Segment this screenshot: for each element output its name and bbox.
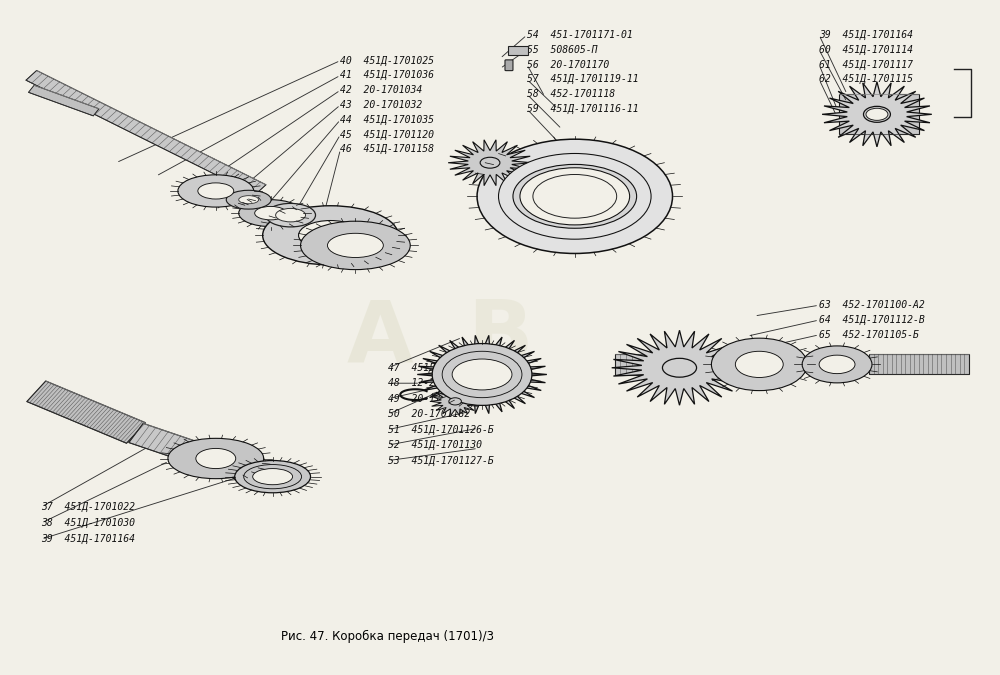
Text: 45  451Д-1701120: 45 451Д-1701120 bbox=[340, 130, 434, 140]
Text: 62  451Д-1701115: 62 451Д-1701115 bbox=[819, 74, 913, 84]
Text: 39  451Д-1701164: 39 451Д-1701164 bbox=[41, 534, 135, 544]
Ellipse shape bbox=[263, 206, 398, 265]
Text: 57  451Д-1701119-11: 57 451Д-1701119-11 bbox=[527, 74, 639, 84]
Text: 49  20-1701183: 49 20-1701183 bbox=[388, 394, 471, 404]
Text: Рис. 47. Коробка передач (1701)/3: Рис. 47. Коробка передач (1701)/3 bbox=[281, 630, 494, 643]
Text: 47  451Д-1701122: 47 451Д-1701122 bbox=[388, 362, 482, 373]
Text: 61  451Д-1701117: 61 451Д-1701117 bbox=[819, 59, 913, 70]
Text: 64  451Д-1701112-В: 64 451Д-1701112-В bbox=[819, 315, 925, 325]
Text: 38  451Д-1701030: 38 451Д-1701030 bbox=[41, 518, 135, 528]
Ellipse shape bbox=[432, 344, 532, 406]
Ellipse shape bbox=[662, 358, 697, 377]
Ellipse shape bbox=[198, 183, 234, 199]
Ellipse shape bbox=[196, 448, 236, 468]
Text: 60  451Д-1701114: 60 451Д-1701114 bbox=[819, 45, 913, 55]
Ellipse shape bbox=[168, 438, 264, 479]
Ellipse shape bbox=[226, 190, 271, 209]
Polygon shape bbox=[28, 85, 99, 116]
Text: 54  451-1701171-01: 54 451-1701171-01 bbox=[527, 30, 633, 40]
Polygon shape bbox=[448, 140, 532, 186]
Ellipse shape bbox=[449, 398, 461, 405]
Text: 44  451Д-1701035: 44 451Д-1701035 bbox=[340, 115, 434, 125]
Ellipse shape bbox=[301, 221, 410, 269]
Text: 51  451Д-1701126-Б: 51 451Д-1701126-Б bbox=[388, 425, 494, 435]
Polygon shape bbox=[27, 381, 145, 443]
Ellipse shape bbox=[477, 139, 673, 254]
Polygon shape bbox=[869, 354, 969, 375]
Ellipse shape bbox=[253, 468, 293, 485]
Text: 46  451Д-1701158: 46 451Д-1701158 bbox=[340, 144, 434, 155]
Polygon shape bbox=[759, 356, 869, 373]
Ellipse shape bbox=[255, 207, 287, 220]
Ellipse shape bbox=[465, 364, 499, 385]
Text: 53  451Д-1701127-Б: 53 451Д-1701127-Б bbox=[388, 456, 494, 466]
Ellipse shape bbox=[802, 346, 872, 383]
Ellipse shape bbox=[711, 338, 807, 391]
Polygon shape bbox=[430, 387, 480, 415]
Ellipse shape bbox=[276, 209, 306, 222]
Text: 58  452-1701118: 58 452-1701118 bbox=[527, 89, 615, 99]
Ellipse shape bbox=[239, 196, 259, 204]
Polygon shape bbox=[417, 335, 547, 414]
Ellipse shape bbox=[533, 174, 617, 218]
Text: 41  451Д-1701036: 41 451Д-1701036 bbox=[340, 70, 434, 80]
Ellipse shape bbox=[178, 175, 254, 207]
Text: 50  20-1701182: 50 20-1701182 bbox=[388, 409, 471, 419]
Ellipse shape bbox=[866, 108, 888, 120]
FancyBboxPatch shape bbox=[505, 60, 513, 71]
FancyBboxPatch shape bbox=[508, 47, 528, 55]
Polygon shape bbox=[129, 423, 268, 485]
Text: 40  451Д-1701025: 40 451Д-1701025 bbox=[340, 55, 434, 65]
Ellipse shape bbox=[235, 460, 311, 493]
Text: 65  452-1701105-Б: 65 452-1701105-Б bbox=[819, 330, 919, 340]
Ellipse shape bbox=[327, 234, 383, 257]
Text: 55  508605-П: 55 508605-П bbox=[527, 45, 597, 55]
Text: 48  12-2201043-Б: 48 12-2201043-Б bbox=[388, 378, 482, 388]
Text: 56  20-1701170: 56 20-1701170 bbox=[527, 59, 609, 70]
Polygon shape bbox=[839, 94, 919, 134]
Text: 39  451Д-1701164: 39 451Д-1701164 bbox=[819, 30, 913, 40]
Ellipse shape bbox=[499, 153, 651, 239]
Polygon shape bbox=[26, 70, 266, 194]
Ellipse shape bbox=[520, 168, 630, 225]
Text: 52  451Д-1701130: 52 451Д-1701130 bbox=[388, 440, 482, 450]
Ellipse shape bbox=[863, 107, 890, 122]
Ellipse shape bbox=[244, 464, 302, 489]
Text: В: В bbox=[467, 296, 533, 379]
Ellipse shape bbox=[452, 359, 512, 390]
Polygon shape bbox=[615, 354, 759, 375]
Text: 63  452-1701100-А2: 63 452-1701100-А2 bbox=[819, 300, 925, 310]
Text: 59  451Д-1701116-11: 59 451Д-1701116-11 bbox=[527, 104, 639, 114]
Text: 37  451Д-1701022: 37 451Д-1701022 bbox=[41, 502, 135, 512]
Ellipse shape bbox=[442, 351, 522, 398]
Ellipse shape bbox=[513, 165, 637, 228]
Polygon shape bbox=[612, 330, 747, 405]
Ellipse shape bbox=[735, 351, 783, 377]
Ellipse shape bbox=[480, 157, 500, 168]
Ellipse shape bbox=[266, 203, 316, 227]
Polygon shape bbox=[822, 82, 932, 147]
Ellipse shape bbox=[239, 200, 303, 227]
Text: 43  20-1701032: 43 20-1701032 bbox=[340, 100, 423, 110]
Ellipse shape bbox=[819, 355, 855, 374]
Text: 42  20-1701034: 42 20-1701034 bbox=[340, 85, 423, 95]
Ellipse shape bbox=[299, 221, 362, 250]
Text: А: А bbox=[347, 296, 414, 379]
